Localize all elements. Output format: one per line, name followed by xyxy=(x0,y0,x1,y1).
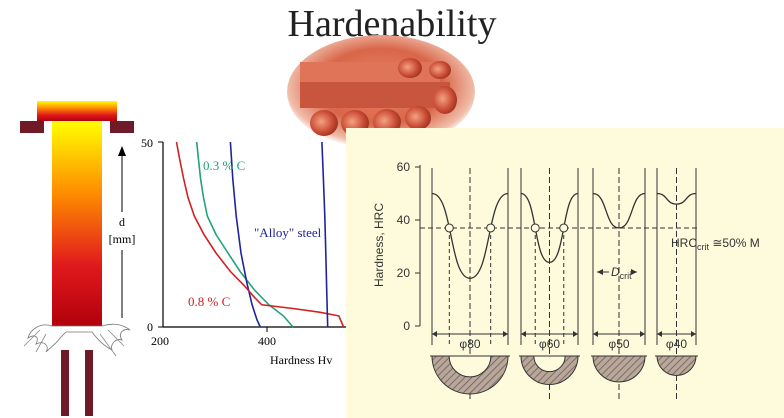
y-tick-label: 0 xyxy=(147,320,153,334)
y-axis-title-d: d xyxy=(119,215,125,229)
unhardened-core xyxy=(448,355,492,378)
water-nozzle xyxy=(61,350,93,416)
y-tick-label: 50 xyxy=(141,136,153,150)
sample-0: φ80 xyxy=(430,168,510,400)
hardness-profile xyxy=(431,192,509,279)
cross-section xyxy=(656,355,697,376)
hrc-tick-label: 40 xyxy=(397,213,411,227)
arrow-head xyxy=(573,331,578,337)
profile-chart: 50 0 200 400 Hardness Hv d [mm] 0.3 % C … xyxy=(109,136,346,367)
sample-2: φ50 xyxy=(591,168,647,400)
x-tick-label: 200 xyxy=(151,334,169,348)
series-label-alloy: "Alloy" steel xyxy=(254,225,322,240)
y-axis-title-unit: [mm] xyxy=(109,232,136,246)
unhardened-core xyxy=(533,355,566,373)
hrc-tick-label: 20 xyxy=(397,266,411,280)
critical-point xyxy=(559,223,569,233)
series-label-0-8c: 0.8 % C xyxy=(188,294,230,309)
series-line-1 xyxy=(229,141,262,328)
diameter-label: φ50 xyxy=(608,337,629,351)
x-axis-title: Hardness Hv xyxy=(270,353,332,367)
arrow-head xyxy=(691,331,696,337)
arrow-head xyxy=(521,331,526,337)
arrow-head xyxy=(503,331,508,337)
series-line-3 xyxy=(321,141,329,328)
series-label-0-3c: 0.3 % C xyxy=(203,158,245,173)
critical-point xyxy=(444,223,454,233)
water-splash xyxy=(23,323,131,357)
arrow-head xyxy=(640,331,645,337)
cross-section xyxy=(592,355,646,383)
arrow-head xyxy=(432,331,437,337)
diameter-label: φ40 xyxy=(666,337,687,351)
profile-curves xyxy=(175,141,345,328)
critical-point xyxy=(486,223,496,233)
hardness-profile xyxy=(656,192,697,205)
sample-1: φ60 xyxy=(519,168,580,400)
hrc-critical-label: HRCcrit ≅50% M xyxy=(671,236,760,252)
diameter-label: φ60 xyxy=(539,337,560,351)
dcrit-label: Dcrit xyxy=(611,265,632,281)
arrow-head xyxy=(657,331,662,337)
series-line-2 xyxy=(175,141,345,328)
hrc-y-ticks xyxy=(415,166,420,327)
hardness-profile xyxy=(520,192,579,264)
hrc-samples: φ80 φ60 φ50 φ40 xyxy=(430,168,698,400)
hrc-panel: Hardness, HRC 60 40 20 0 φ80 φ60 φ50 φ40 HR… xyxy=(346,128,784,418)
hrc-y-axis-title: Hardness, HRC xyxy=(372,203,386,287)
hardness-profile xyxy=(592,192,646,229)
sample-3: φ40 xyxy=(655,168,698,400)
arrow-head xyxy=(593,331,598,337)
x-tick-label: 400 xyxy=(258,334,276,348)
depth-arrow xyxy=(118,146,126,318)
diameter-label: φ80 xyxy=(459,337,480,351)
jominy-bar xyxy=(20,101,134,416)
dcrit-marker: Dcrit xyxy=(597,265,637,281)
hrc-tick-label: 60 xyxy=(397,160,411,174)
hrc-tick-label: 0 xyxy=(403,319,410,333)
critical-point xyxy=(530,223,540,233)
